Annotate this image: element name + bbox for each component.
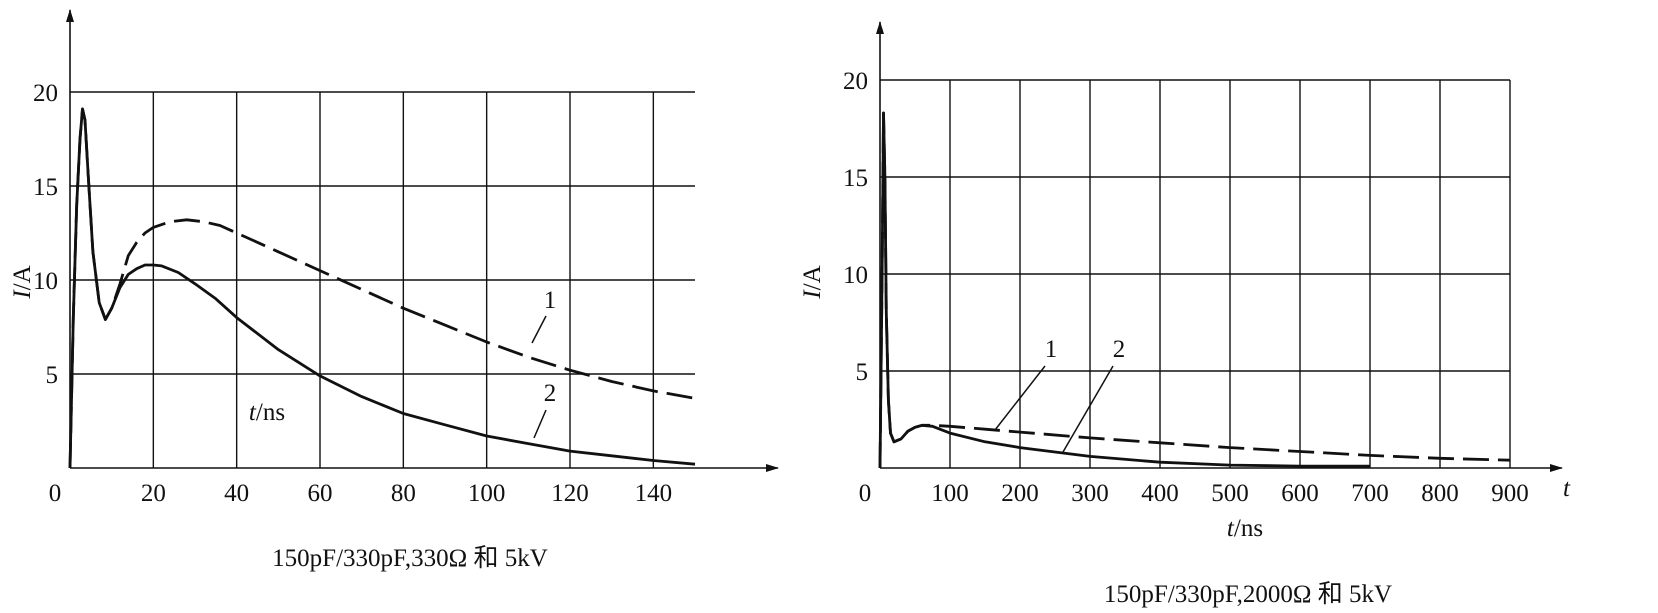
x-axis-end-label: t bbox=[1563, 475, 1571, 502]
chart-caption: 150pF/330pF,2000Ω 和 5kV bbox=[1104, 580, 1392, 608]
series-line-1 bbox=[68, 107, 696, 469]
x-tick-label: 100 bbox=[931, 480, 969, 507]
y-tick-label: 15 bbox=[33, 174, 58, 201]
y-tick-label: 10 bbox=[843, 262, 868, 289]
y-axis-label: I/A bbox=[799, 265, 826, 299]
x-tick-label: 900 bbox=[1491, 480, 1529, 507]
x-tick-label: 140 bbox=[635, 480, 673, 507]
x-tick-label: 0 bbox=[859, 480, 872, 507]
x-tick-label: 60 bbox=[308, 480, 333, 507]
y-tick-label: 20 bbox=[843, 68, 868, 95]
x-tick-label: 500 bbox=[1211, 480, 1249, 507]
x-axis-label: t/ns bbox=[249, 399, 285, 426]
x-tick-label: 800 bbox=[1421, 480, 1459, 507]
series-leader-line-1 bbox=[994, 365, 1046, 431]
x-tick-label: 20 bbox=[141, 480, 166, 507]
y-tick-label: 5 bbox=[856, 359, 869, 386]
x-tick-label: 700 bbox=[1351, 480, 1389, 507]
series-tag-1: 1 bbox=[544, 287, 557, 314]
series-leader-line-2 bbox=[533, 409, 547, 439]
x-axis-label: t/ns bbox=[1227, 515, 1263, 542]
series-line-2 bbox=[878, 111, 1370, 469]
x-tick-label: 300 bbox=[1071, 480, 1109, 507]
series-leader-line-2 bbox=[1062, 365, 1114, 453]
y-tick-label: 20 bbox=[33, 80, 58, 107]
series-tag-2: 2 bbox=[1113, 336, 1126, 363]
x-tick-label: 40 bbox=[224, 480, 249, 507]
chart-caption: 150pF/330pF,330Ω 和 5kV bbox=[272, 544, 548, 572]
x-tick-label: 120 bbox=[551, 480, 589, 507]
chart-panel-right: 0 100 200 300 400 500 600 700 800 900 5 10 15 20 t/ns I… bbox=[799, 21, 1571, 608]
series-tag-2: 2 bbox=[544, 380, 557, 407]
series-tag-1: 1 bbox=[1045, 336, 1058, 363]
series-line-1 bbox=[878, 111, 1511, 469]
x-tick-label: 0 bbox=[49, 480, 62, 507]
x-tick-label: 200 bbox=[1001, 480, 1039, 507]
y-tick-label: 15 bbox=[843, 165, 868, 192]
x-tick-label: 80 bbox=[391, 480, 416, 507]
series-line-2 bbox=[68, 107, 696, 469]
x-tick-label: 600 bbox=[1281, 480, 1319, 507]
x-tick-label: 100 bbox=[468, 480, 506, 507]
x-tick-label: 400 bbox=[1141, 480, 1179, 507]
y-tick-label: 10 bbox=[33, 268, 58, 295]
series-leader-line-1 bbox=[531, 315, 547, 344]
chart-panel-left: 0 20 40 60 80 100 120 140 5 10 15 20 t/ns I/A 150pF/33… bbox=[9, 9, 779, 572]
y-axis-label: I/A bbox=[9, 265, 36, 299]
y-tick-label: 5 bbox=[46, 362, 59, 389]
